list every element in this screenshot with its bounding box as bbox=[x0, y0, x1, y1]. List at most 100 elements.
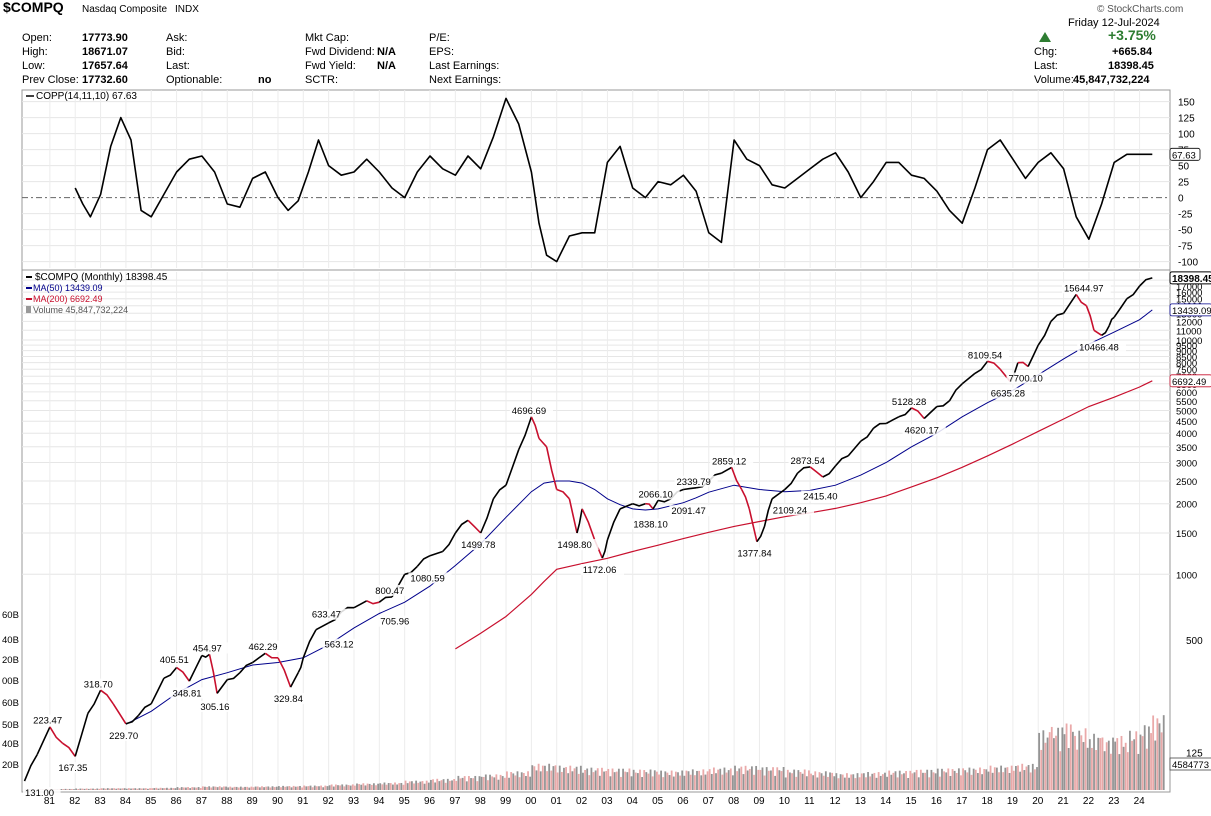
copp-tick-label: 100 bbox=[1178, 130, 1195, 141]
price-last-tag: 18398.45 bbox=[1172, 274, 1211, 285]
volume-bar bbox=[282, 785, 284, 790]
volume-bar bbox=[1105, 742, 1108, 790]
x-tick-label: 94 bbox=[373, 796, 385, 807]
volume-bar bbox=[345, 784, 348, 790]
volume-bar bbox=[903, 773, 905, 790]
axis-labels: 81 82 83 84 85 86 87 88 89 90 91 92 93 94 95 96 97 98 99 00… bbox=[44, 796, 1145, 807]
volume-bar bbox=[1124, 742, 1127, 790]
volume-bar bbox=[296, 786, 299, 790]
volume-bar bbox=[630, 776, 633, 790]
volume-bar bbox=[936, 768, 939, 790]
volume-bars: 500 125 60B 40B 20B 00B 60B 50B 40B 20B 4584773 bbox=[2, 610, 1211, 790]
volume-bar bbox=[998, 772, 1000, 790]
price-segment bbox=[1009, 362, 1019, 383]
volume-bar bbox=[440, 780, 443, 790]
low-label: Low: bbox=[22, 60, 46, 72]
price-segment bbox=[822, 465, 837, 478]
volume-bar bbox=[786, 769, 789, 790]
x-tick-label: 04 bbox=[627, 796, 639, 807]
volume-bar bbox=[284, 786, 287, 790]
volume-bar bbox=[805, 776, 808, 790]
volume-bar bbox=[865, 777, 867, 790]
x-tick-label: 89 bbox=[247, 796, 259, 807]
volume-bar bbox=[250, 786, 253, 790]
volume-bar bbox=[330, 784, 333, 790]
volume-bar bbox=[68, 788, 71, 790]
volume-bar bbox=[890, 774, 893, 790]
annotation-bg bbox=[378, 615, 416, 627]
price-tick-label: 2500 bbox=[1176, 477, 1197, 488]
volume-bar bbox=[746, 770, 749, 790]
volume-bar bbox=[520, 772, 523, 790]
volume-bar bbox=[843, 777, 846, 790]
volume-bar bbox=[658, 774, 660, 790]
volume-bar bbox=[993, 767, 996, 790]
price-segment bbox=[632, 502, 646, 507]
volume-bar bbox=[687, 771, 690, 790]
volume-bar bbox=[178, 788, 181, 790]
volume-bar bbox=[869, 776, 872, 790]
volume-bar bbox=[983, 769, 986, 790]
volume-bar bbox=[1033, 769, 1036, 790]
annotation-bg bbox=[309, 608, 348, 620]
volume-bar bbox=[149, 788, 151, 790]
volume-bar bbox=[603, 771, 605, 790]
price-annotation: 229.70 bbox=[109, 731, 138, 742]
volume-bar bbox=[1038, 732, 1041, 790]
price-segment bbox=[1037, 321, 1052, 346]
volume-bar bbox=[972, 768, 975, 790]
volume-bar bbox=[953, 770, 956, 790]
volume-bar bbox=[588, 775, 591, 790]
volume-last-tag-box bbox=[1169, 757, 1211, 771]
annotation-bg bbox=[1077, 341, 1126, 353]
volume-bar bbox=[364, 785, 367, 790]
x-tick-label: 02 bbox=[576, 796, 588, 807]
volume-bar bbox=[763, 775, 766, 790]
volume-bar bbox=[30, 789, 33, 790]
volume-bar bbox=[617, 768, 620, 790]
price-annotation: 1498.80 bbox=[557, 540, 591, 551]
price-segment bbox=[62, 742, 76, 757]
price-tick-label: 8500 bbox=[1176, 352, 1197, 363]
volume-bar bbox=[955, 772, 958, 790]
price-segment bbox=[429, 550, 443, 557]
price-annotation: 2109.24 bbox=[773, 505, 807, 516]
volume-bar bbox=[1084, 728, 1087, 790]
volume-bar bbox=[174, 788, 177, 790]
volume-bar bbox=[180, 787, 183, 790]
volume-bar bbox=[725, 772, 728, 790]
volume-bar bbox=[39, 789, 42, 790]
volume-bar bbox=[123, 788, 126, 790]
volume-bar bbox=[664, 771, 667, 790]
volume-bar bbox=[1042, 730, 1045, 790]
price-segment bbox=[721, 466, 732, 474]
price-tick-label: 5000 bbox=[1176, 406, 1197, 417]
price-annotation: 800.47 bbox=[375, 586, 404, 597]
volume-bar bbox=[909, 770, 912, 790]
volume-bar bbox=[757, 769, 760, 790]
volume-bar bbox=[801, 773, 804, 790]
volume-bar bbox=[64, 788, 67, 790]
price-segment bbox=[315, 622, 329, 631]
volume-bar bbox=[463, 776, 466, 790]
volume-bar bbox=[1072, 731, 1074, 790]
price-segment bbox=[809, 466, 824, 478]
volume-last-tag: 4584773 bbox=[1172, 760, 1209, 771]
volume-bar bbox=[693, 775, 696, 790]
annotation-bg bbox=[1006, 372, 1050, 384]
exchange: INDX bbox=[175, 4, 199, 15]
volume-bar bbox=[309, 785, 312, 790]
change-percent: +3.75% bbox=[1108, 27, 1156, 43]
volume-bar bbox=[396, 784, 399, 790]
volume-bar bbox=[449, 780, 451, 790]
annotation-bg bbox=[735, 547, 779, 559]
volume-bar bbox=[674, 771, 677, 790]
volume-bar bbox=[328, 785, 331, 790]
price-annotation: 2859.12 bbox=[712, 456, 746, 467]
annotation-bg bbox=[107, 729, 145, 741]
volume-bar bbox=[877, 772, 880, 790]
annotation-bg bbox=[31, 714, 69, 726]
volume-bar bbox=[343, 786, 346, 790]
volume-bar bbox=[858, 777, 861, 790]
price-tick-label: 4500 bbox=[1176, 417, 1197, 428]
